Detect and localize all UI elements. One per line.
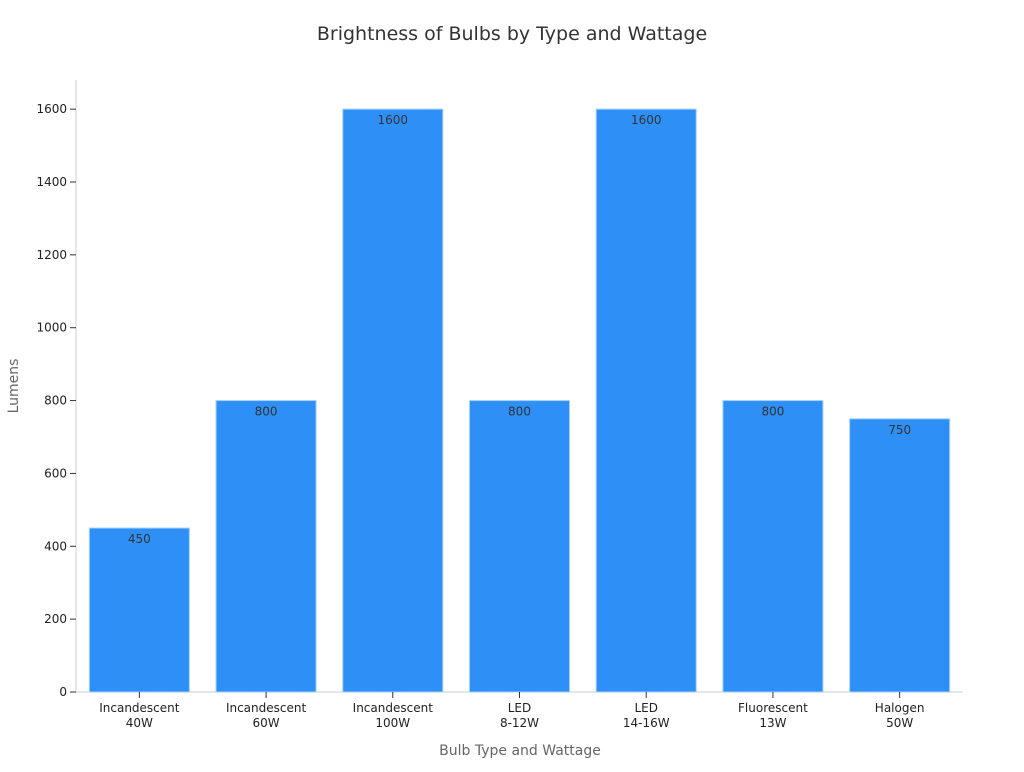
x-tick-label: Halogen: [875, 701, 925, 715]
y-tick-label: 1400: [36, 175, 67, 189]
x-tick-label: 8-12W: [500, 716, 539, 730]
bar: [88, 527, 190, 693]
x-tick-label: Incandescent: [99, 701, 180, 715]
bar: [469, 400, 570, 693]
x-tick-label: 100W: [375, 716, 410, 730]
data-label: 750: [888, 423, 911, 437]
x-axis-label: Bulb Type and Wattage: [439, 743, 601, 759]
bar: [342, 108, 444, 693]
data-label: 1600: [631, 113, 662, 127]
x-tick-label: Fluorescent: [738, 701, 808, 715]
chart-title: Brightness of Bulbs by Type and Wattage: [317, 23, 707, 45]
y-tick-label: 1600: [36, 102, 67, 116]
y-tick-label: 1200: [36, 248, 67, 262]
bar: [595, 108, 697, 693]
y-tick-label: 400: [44, 539, 67, 553]
data-label: 800: [761, 405, 784, 419]
x-tick-label: 14-16W: [623, 716, 670, 730]
y-tick-label: 800: [44, 394, 67, 408]
x-tick-label: 40W: [126, 716, 153, 730]
x-tick-label: Incandescent: [226, 701, 307, 715]
data-label: 1600: [378, 113, 409, 127]
y-tick-label: 200: [44, 612, 67, 626]
x-tick-label: LED: [634, 701, 658, 715]
y-tick-label: 0: [59, 685, 67, 699]
data-label: 800: [255, 405, 278, 419]
x-tick-label: LED: [508, 701, 532, 715]
x-tick-label: Incandescent: [353, 701, 434, 715]
y-axis-label: Lumens: [6, 359, 22, 414]
y-tick-label: 1000: [36, 321, 67, 335]
bar: [849, 418, 951, 693]
x-tick-label: 13W: [759, 716, 786, 730]
x-tick-label: 50W: [886, 716, 913, 730]
bar: [215, 400, 317, 693]
x-tick-label: 60W: [253, 716, 280, 730]
data-label: 800: [508, 405, 531, 419]
bar: [722, 400, 824, 693]
y-tick-label: 600: [44, 466, 67, 480]
data-label: 450: [128, 532, 151, 546]
